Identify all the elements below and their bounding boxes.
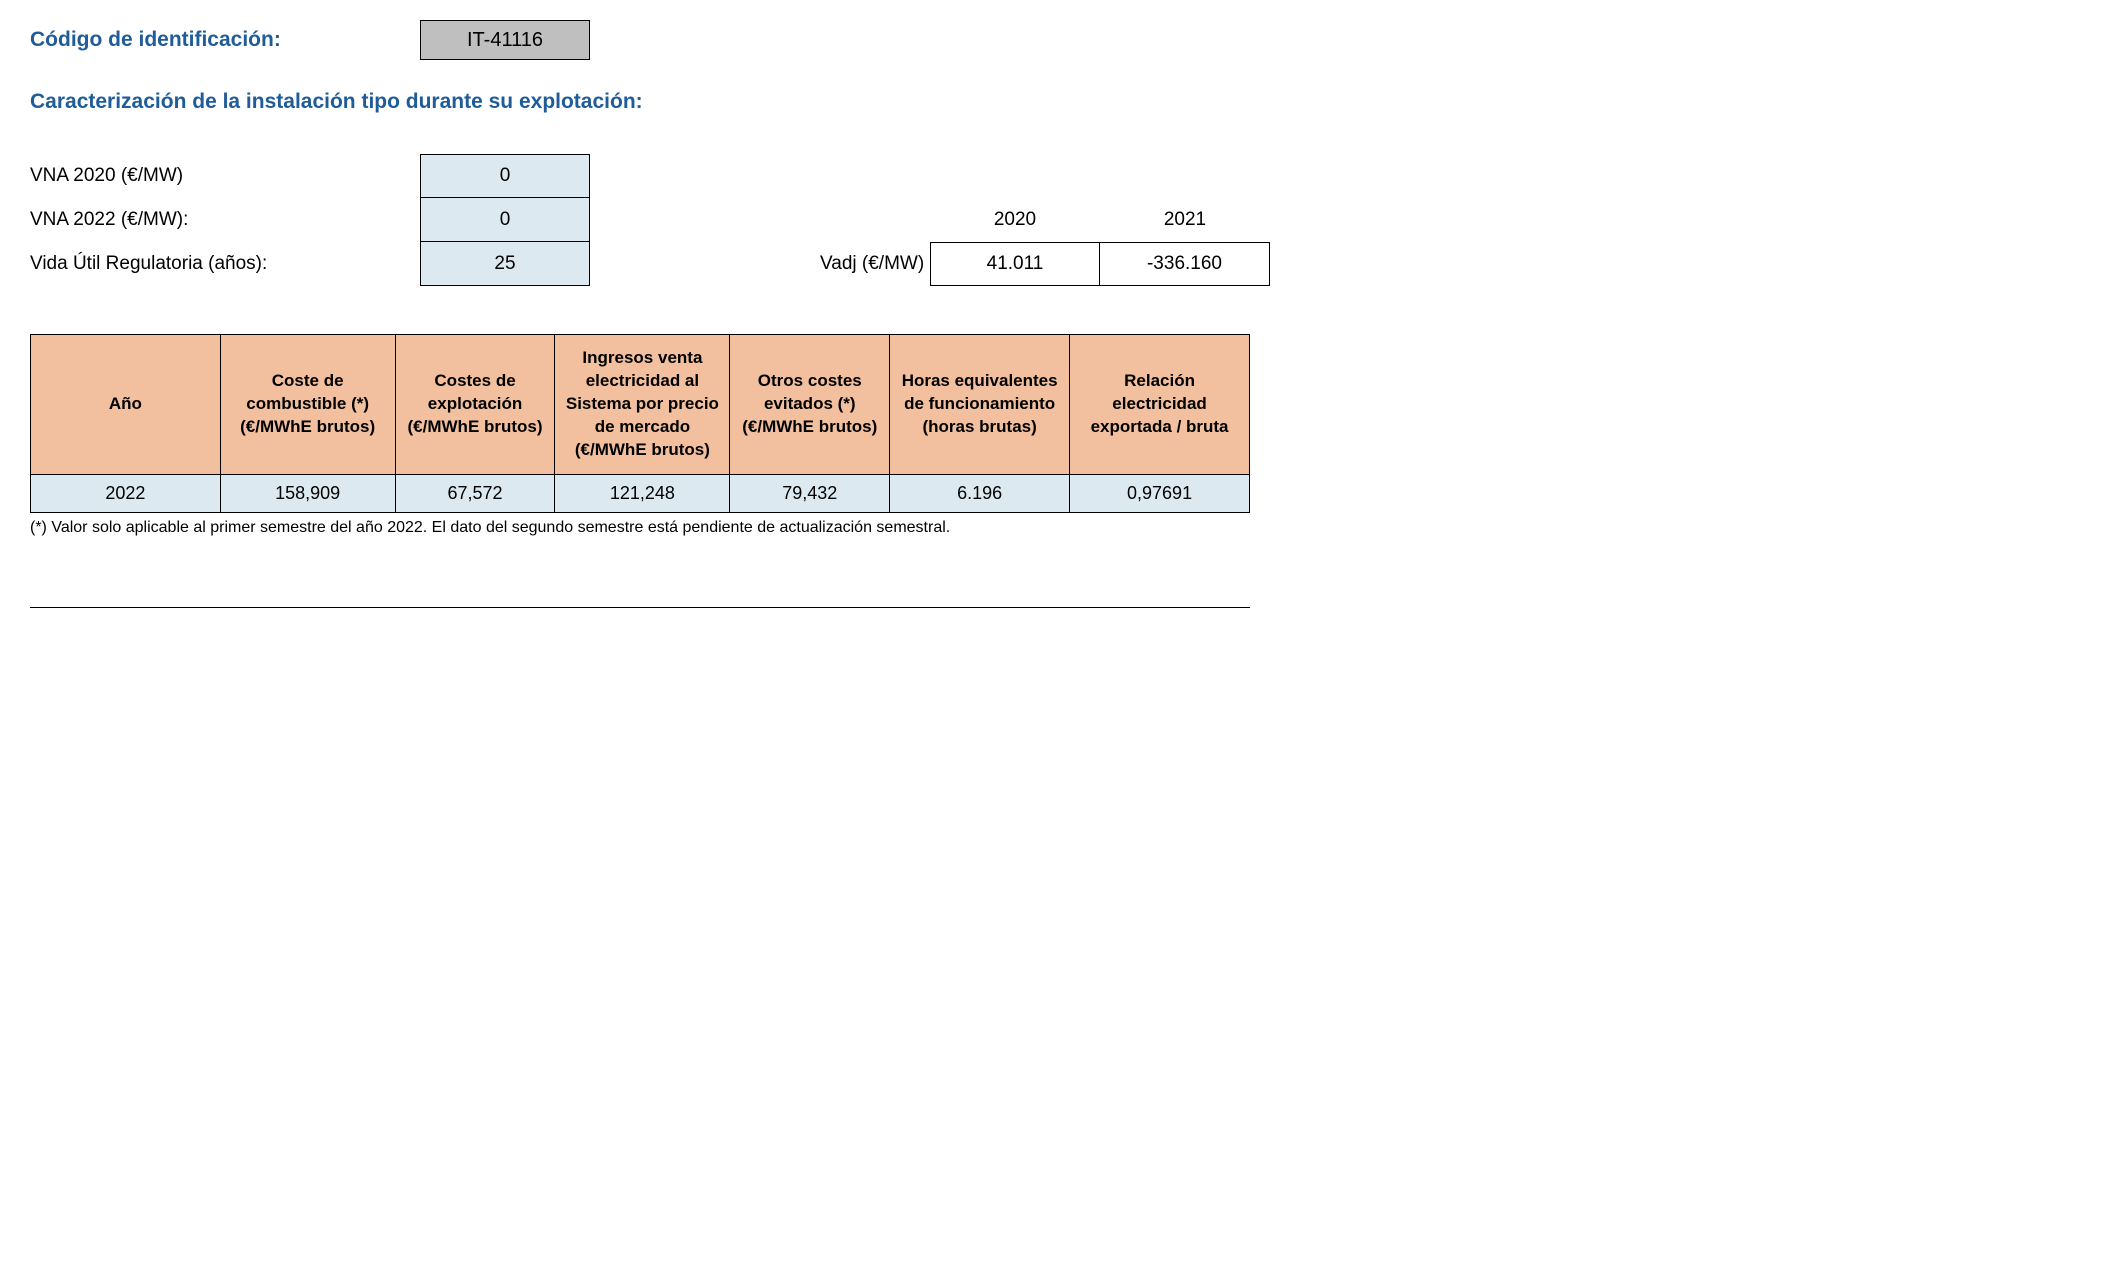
vida-value: 25: [420, 242, 590, 286]
vadj-values-block: Vadj (€/MW) 41.011 -336.160: [590, 242, 2096, 286]
id-row: Código de identificación: IT-41116: [30, 20, 2096, 60]
main-data-table: Año Coste de combustible (*) (€/MWhE bru…: [30, 334, 1250, 513]
vadj-years-block: 2020 2021: [590, 198, 2096, 242]
vna2022-value: 0: [420, 198, 590, 242]
col-header-ano: Año: [31, 335, 221, 475]
vida-label: Vida Útil Regulatoria (años):: [30, 242, 420, 286]
col-header-relacion: Relación electricidad exportada / bruta: [1070, 335, 1250, 475]
divider: [30, 607, 1250, 608]
col-header-costes-explotacion: Costes de explotación (€/MWhE brutos): [395, 335, 555, 475]
table-header-row: Año Coste de combustible (*) (€/MWhE bru…: [31, 335, 1250, 475]
table-row: 2022 158,909 67,572 121,248 79,432 6.196…: [31, 474, 1250, 512]
id-label: Código de identificación:: [30, 28, 420, 52]
col-header-otros-costes: Otros costes evitados (*) (€/MWhE brutos…: [730, 335, 890, 475]
vadj-year1-header: 2020: [930, 209, 1100, 231]
col-header-ingresos: Ingresos venta electricidad al Sistema p…: [555, 335, 730, 475]
col-header-horas: Horas equivalentes de funcionamiento (ho…: [890, 335, 1070, 475]
cell-horas: 6.196: [890, 474, 1070, 512]
section-title: Caracterización de la instalación tipo d…: [30, 90, 2096, 114]
cell-ano: 2022: [31, 474, 221, 512]
cell-otros-costes: 79,432: [730, 474, 890, 512]
vadj-label: Vadj (€/MW): [820, 253, 930, 275]
cell-ingresos: 121,248: [555, 474, 730, 512]
vadj-value1: 41.011: [930, 242, 1100, 286]
vna2020-label: VNA 2020 (€/MW): [30, 154, 420, 198]
vna2022-label: VNA 2022 (€/MW):: [30, 198, 420, 242]
vna2020-value: 0: [420, 154, 590, 198]
vna2020-row: VNA 2020 (€/MW) 0: [30, 154, 2096, 198]
col-header-coste-combustible: Coste de combustible (*) (€/MWhE brutos): [220, 335, 395, 475]
vna2022-row: VNA 2022 (€/MW): 0 2020 2021: [30, 198, 2096, 242]
vida-row: Vida Útil Regulatoria (años): 25 Vadj (€…: [30, 242, 2096, 286]
cell-costes-explotacion: 67,572: [395, 474, 555, 512]
vadj-year2-header: 2021: [1100, 209, 1270, 231]
id-value-box: IT-41116: [420, 20, 590, 60]
cell-coste-combustible: 158,909: [220, 474, 395, 512]
vadj-value2: -336.160: [1100, 242, 1270, 286]
cell-relacion: 0,97691: [1070, 474, 1250, 512]
footnote: (*) Valor solo aplicable al primer semes…: [30, 519, 2096, 537]
